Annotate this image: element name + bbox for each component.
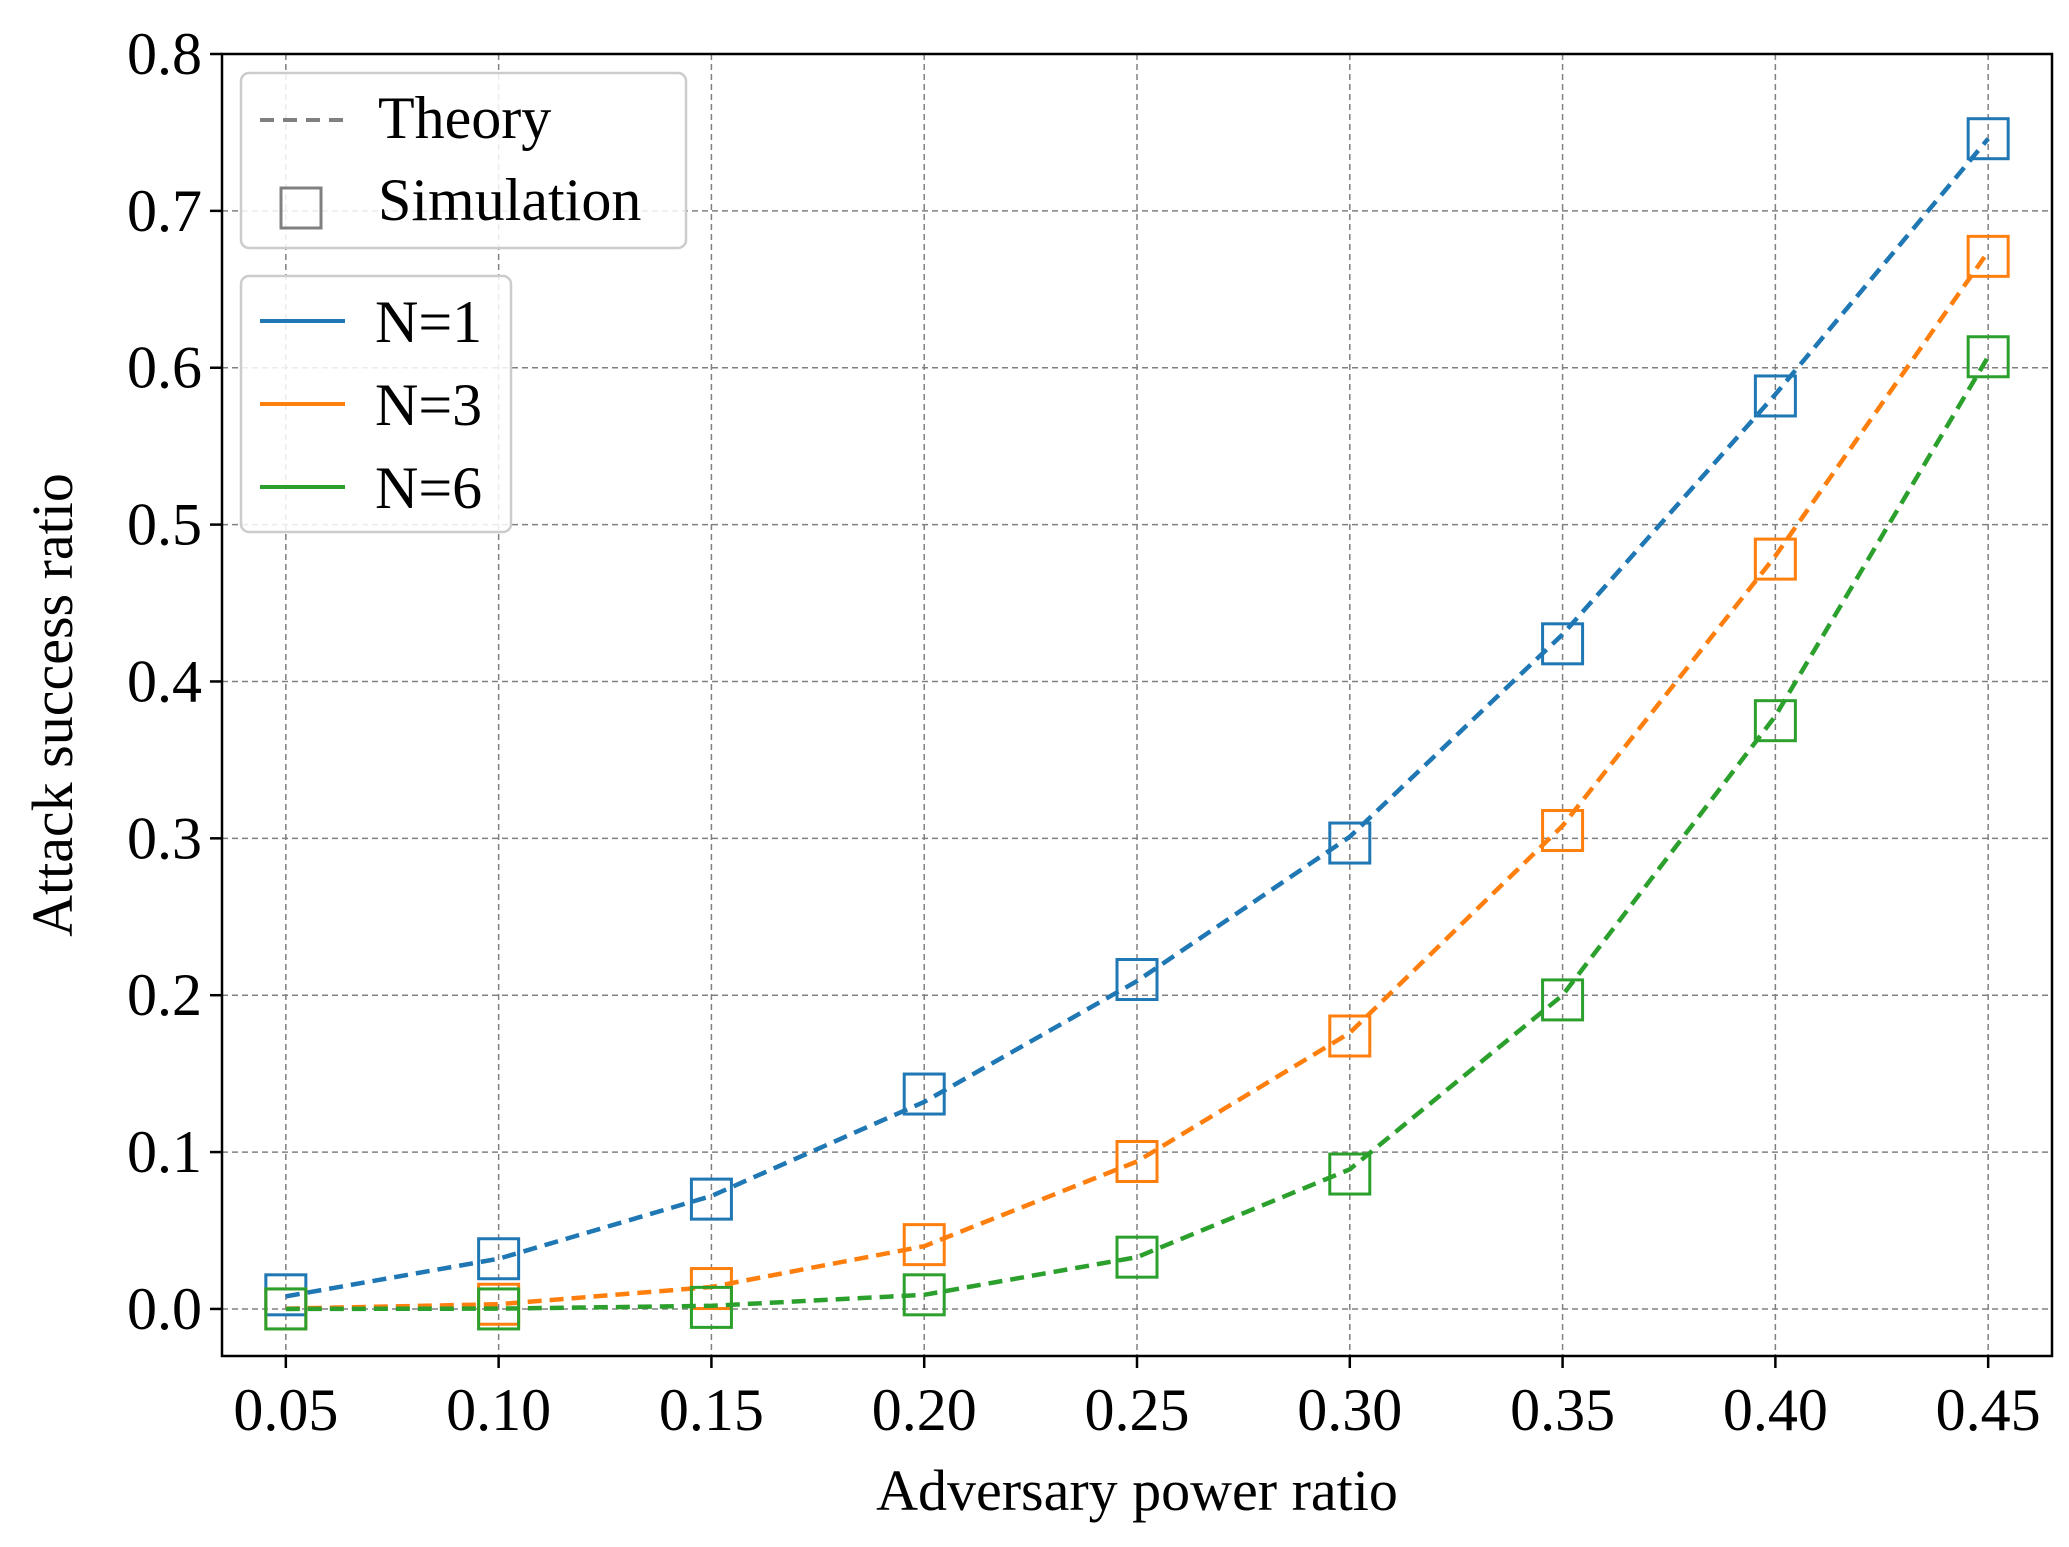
x-tick-label: 0.30 [1297, 1377, 1402, 1443]
legend-simulation-label: Simulation [378, 167, 641, 233]
theory-line [285, 250, 1991, 1311]
simulation-marker [264, 1287, 308, 1331]
simulation-marker [1753, 537, 1797, 581]
legend-n3-label: N=3 [375, 372, 482, 438]
simulation-marker [1966, 117, 2010, 161]
y-tick-label: 0.8 [127, 21, 202, 87]
legend-n6-label: N=6 [375, 455, 482, 521]
x-axis-ticks: 0.05 0.10 0.15 0.20 0.25 0.30 0.35 0.40 0.45 [233, 1356, 2041, 1443]
x-tick-label: 0.25 [1085, 1377, 1190, 1443]
y-tick-label: 0.4 [127, 648, 202, 714]
y-tick-label: 0.1 [127, 1119, 202, 1185]
simulation-marker [1966, 234, 2010, 278]
style-legend: Theory Simulation [239, 71, 688, 250]
x-axis-title: Adversary power ratio [876, 1458, 1398, 1523]
grid [222, 53, 2052, 1356]
x-tick-label: 0.15 [659, 1377, 764, 1443]
theory-line [285, 137, 1990, 1299]
plot-series [264, 117, 2010, 1331]
simulation-marker [477, 1287, 521, 1331]
simulation-marker [1753, 699, 1797, 743]
x-tick-label: 0.45 [1936, 1377, 2041, 1443]
simulation-marker [1966, 335, 2010, 379]
y-tick-label: 0.5 [127, 492, 202, 558]
simulation-marker [689, 1285, 733, 1329]
simulation-marker [1328, 1152, 1372, 1196]
x-tick-label: 0.40 [1723, 1377, 1828, 1443]
simulation-marker [902, 1273, 946, 1317]
y-axis-ticks: 0.0 0.1 0.2 0.3 0.4 0.5 0.6 0.7 0.8 [127, 21, 222, 1342]
simulation-marker [1115, 958, 1159, 1002]
simulation-marker [1541, 808, 1585, 852]
y-tick-label: 0.3 [127, 805, 202, 871]
x-tick-label: 0.05 [233, 1377, 338, 1443]
simulation-marker [1753, 374, 1797, 418]
simulation-marker [477, 1237, 521, 1281]
y-tick-label: 0.0 [127, 1276, 202, 1342]
simulation-marker [902, 1223, 946, 1267]
series-n6 [264, 335, 2010, 1331]
y-tick-label: 0.6 [127, 335, 202, 401]
legend-simulation-marker [279, 186, 323, 230]
series-legend: N=1 N=3 N=6 [239, 274, 513, 534]
y-tick-label: 0.2 [127, 962, 202, 1028]
legend-theory-label: Theory [378, 85, 551, 151]
y-tick-label: 0.7 [127, 178, 202, 244]
simulation-marker [1115, 1235, 1159, 1279]
series-legend-box [239, 274, 513, 534]
simulation-marker [1541, 622, 1585, 666]
y-axis-title: Attack success ratio [20, 473, 85, 937]
simulation-marker [1541, 978, 1585, 1022]
simulation-marker [689, 1177, 733, 1221]
simulation-marker [1328, 1014, 1372, 1058]
simulation-marker [1115, 1139, 1159, 1183]
theory-line [285, 355, 1991, 1312]
simulation-marker [902, 1072, 946, 1116]
simulation-marker [1328, 821, 1372, 865]
style-legend-box [239, 71, 688, 250]
x-tick-label: 0.10 [446, 1377, 551, 1443]
x-tick-label: 0.20 [872, 1377, 977, 1443]
legend-n1-label: N=1 [375, 289, 482, 355]
x-tick-label: 0.35 [1510, 1377, 1615, 1443]
